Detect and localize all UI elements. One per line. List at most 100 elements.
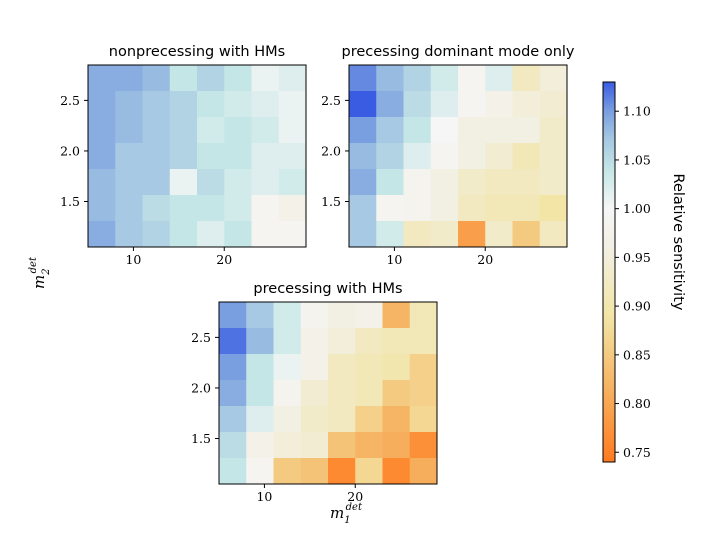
heatmap-panel: precessing dominant mode only 10 20 1.5 2.0 2… xyxy=(321,44,575,267)
heatmap-cell xyxy=(278,117,307,144)
colorbar: 1.10 1.05 1.00 0.95 0.90 0.85 0.80 0.75 Relative… xyxy=(602,81,686,463)
heatmap-cell xyxy=(273,432,302,459)
heatmap-cell xyxy=(485,117,513,144)
y-tick-label: 2.0 xyxy=(321,143,341,158)
heatmap-cell xyxy=(409,354,438,381)
heatmap-cell xyxy=(300,302,329,329)
heatmap-cell xyxy=(458,221,486,248)
x-axis-label-sup: det xyxy=(346,502,363,513)
heatmap-cell xyxy=(376,169,404,196)
x-axis-label: m1 det xyxy=(330,502,363,526)
heatmap-cell xyxy=(485,65,513,92)
heatmap-cell xyxy=(88,143,116,170)
heatmap-cell xyxy=(300,328,329,355)
heatmap-cell xyxy=(355,302,383,329)
heatmap-cell xyxy=(300,380,329,407)
heatmap-cell xyxy=(219,328,247,355)
heatmap-cell xyxy=(197,143,225,170)
heatmap-cell xyxy=(376,117,404,144)
heatmap-cell xyxy=(300,432,329,459)
heatmap-cell xyxy=(251,195,280,222)
heatmap-cell xyxy=(403,65,432,92)
heatmap-cell xyxy=(355,432,383,459)
heatmap-cell xyxy=(88,65,116,92)
heatmap-cell xyxy=(246,458,274,485)
heatmap-cell xyxy=(376,221,404,248)
heatmap-cell xyxy=(458,91,486,118)
heatmap-cell xyxy=(142,91,171,118)
heatmap-cell xyxy=(539,117,568,144)
heatmap-cell xyxy=(328,458,356,485)
heatmap-cell xyxy=(224,117,252,144)
heatmap-cell xyxy=(539,65,568,92)
heatmap-cell xyxy=(539,143,568,170)
heatmap-cell xyxy=(458,65,486,92)
heatmap-cell xyxy=(485,221,513,248)
heatmap-cell xyxy=(300,354,329,381)
colorbar-tick-label: 1.10 xyxy=(623,104,651,119)
x-axis-label-base: m xyxy=(330,504,344,522)
heatmap-cell xyxy=(300,406,329,433)
heatmap-cell xyxy=(224,221,252,248)
x-tick-label: 10 xyxy=(256,489,272,504)
y-axis-label-base: m xyxy=(30,275,48,289)
heatmap-cell xyxy=(355,354,383,381)
heatmap-cell xyxy=(224,65,252,92)
heatmap-cell xyxy=(300,458,329,485)
heatmap-cell xyxy=(403,169,432,196)
heatmap-cell xyxy=(169,195,198,222)
y-tick-label: 1.5 xyxy=(60,194,80,209)
heatmap-cell xyxy=(512,65,541,92)
heatmap-cell xyxy=(328,406,356,433)
colorbar-gradient xyxy=(603,82,615,462)
heatmap-cell xyxy=(278,221,307,248)
heatmap-cell xyxy=(278,65,307,92)
heatmap-cell xyxy=(382,328,411,355)
y-tick-label: 2.0 xyxy=(60,143,80,158)
heatmap-cell xyxy=(224,169,252,196)
heatmap-cell xyxy=(328,432,356,459)
heatmap-cell xyxy=(539,195,568,222)
heatmap-cell xyxy=(115,143,143,170)
heatmap-cell xyxy=(88,195,116,222)
heatmap-cell xyxy=(458,169,486,196)
heatmap-cell xyxy=(142,169,171,196)
heatmap-cell xyxy=(355,380,383,407)
heatmap-cell xyxy=(382,458,411,485)
panel-title: precessing with HMs xyxy=(253,281,402,297)
heatmap-cell xyxy=(539,221,568,248)
heatmap-cell xyxy=(251,117,280,144)
heatmap-cell xyxy=(169,143,198,170)
heatmap-cell xyxy=(88,117,116,144)
heatmap-cell xyxy=(197,91,225,118)
heatmap-cell xyxy=(403,91,432,118)
heatmap-cell xyxy=(278,143,307,170)
heatmap-cell xyxy=(219,458,247,485)
heatmap-cell xyxy=(169,91,198,118)
heatmap-cell xyxy=(430,221,459,248)
heatmap-cell xyxy=(458,117,486,144)
heatmap-cell xyxy=(169,221,198,248)
panel-frame xyxy=(348,64,568,248)
heatmap-cell xyxy=(224,91,252,118)
heatmap-cell xyxy=(328,354,356,381)
heatmap-cell xyxy=(430,117,459,144)
heatmap-cell xyxy=(246,328,274,355)
y-axis-label-sub: 2 xyxy=(41,268,52,275)
heatmap-cell xyxy=(349,169,377,196)
heatmap-cell xyxy=(430,169,459,196)
heatmap-cell xyxy=(512,143,541,170)
heatmap-cell xyxy=(349,221,377,248)
heatmap-panel: nonprecessing with HMs 10 20 1.5 2.0 2.5 xyxy=(60,44,307,267)
heatmap-cell xyxy=(273,328,302,355)
heatmap-cell xyxy=(278,195,307,222)
heatmap-cell xyxy=(376,143,404,170)
colorbar-tick-label: 0.90 xyxy=(623,299,651,314)
heatmap-cell xyxy=(219,302,247,329)
heatmap-cell xyxy=(539,91,568,118)
heatmap-cell xyxy=(115,65,143,92)
x-axis-label-sub: 1 xyxy=(344,515,350,526)
heatmap-cell xyxy=(142,195,171,222)
y-axis-label: m2det xyxy=(28,256,52,289)
panel-frame xyxy=(218,301,438,485)
